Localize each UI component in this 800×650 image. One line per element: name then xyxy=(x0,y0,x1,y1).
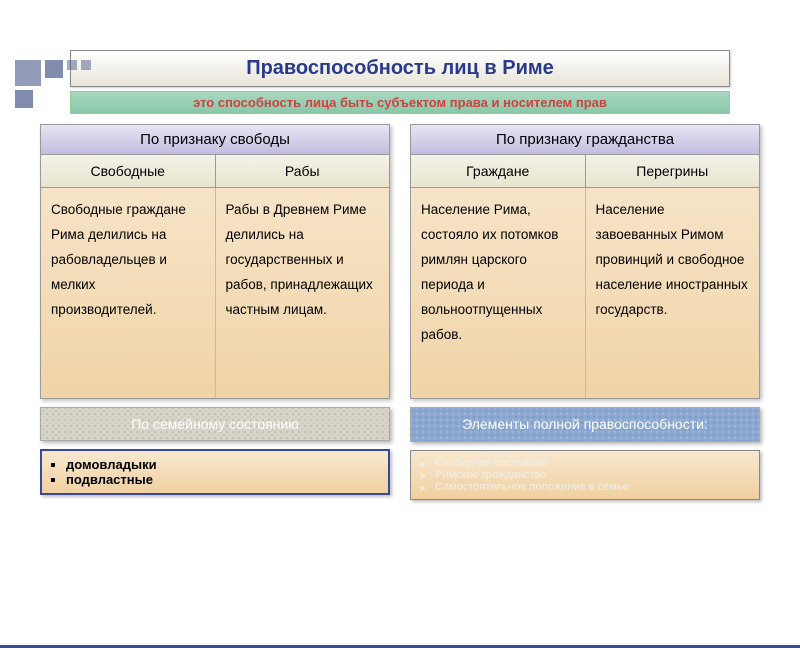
table-citizenship: По признаку гражданства Граждане Перегри… xyxy=(410,124,760,399)
table-subheader: Свободные Рабы xyxy=(41,155,389,188)
cell: Население Рима, состояло их потомков рим… xyxy=(411,188,586,398)
table-header: По признаку свободы xyxy=(41,125,389,155)
list-item: Свободное состояние xyxy=(435,457,749,469)
table-freedom: По признаку свободы Свободные Рабы Свобо… xyxy=(40,124,390,399)
page-title: Правоспособность лиц в Риме xyxy=(70,50,730,87)
table-body: Свободные граждане Рима делились на рабо… xyxy=(41,188,389,398)
subtitle: это способность лица быть субъектом прав… xyxy=(70,91,730,114)
list-item: подвластные xyxy=(66,472,378,487)
table-body: Население Рима, состояло их потомков рим… xyxy=(411,188,759,398)
list-item: Самостоятельное положение в семье xyxy=(435,481,749,493)
decorative-squares xyxy=(15,60,95,108)
family-status-label: По семейному состоянию xyxy=(40,407,390,441)
family-status-list: домовладыки подвластные xyxy=(40,449,390,495)
footer-right: Элементы полной правоспособности: Свобод… xyxy=(410,407,760,500)
cell: Рабы в Древнем Риме делились на государс… xyxy=(216,188,390,398)
footer-row: По семейному состоянию домовладыки подвл… xyxy=(40,407,760,500)
list-item: домовладыки xyxy=(66,457,378,472)
col-label: Свободные xyxy=(41,155,216,187)
table-header: По признаку гражданства xyxy=(411,125,759,155)
footer-left: По семейному состоянию домовладыки подвл… xyxy=(40,407,390,500)
col-label: Граждане xyxy=(411,155,586,187)
capacity-elements-label: Элементы полной правоспособности: xyxy=(410,407,760,442)
capacity-elements-list: Свободное состояние Римское гражданство … xyxy=(410,450,760,500)
cell: Население завоеванных Римом провинций и … xyxy=(586,188,760,398)
col-label: Перегрины xyxy=(586,155,760,187)
list-item: Римское гражданство xyxy=(435,469,749,481)
col-label: Рабы xyxy=(216,155,390,187)
tables-container: По признаку свободы Свободные Рабы Свобо… xyxy=(40,124,760,399)
table-subheader: Граждане Перегрины xyxy=(411,155,759,188)
cell: Свободные граждане Рима делились на рабо… xyxy=(41,188,216,398)
bottom-rule xyxy=(0,645,800,648)
